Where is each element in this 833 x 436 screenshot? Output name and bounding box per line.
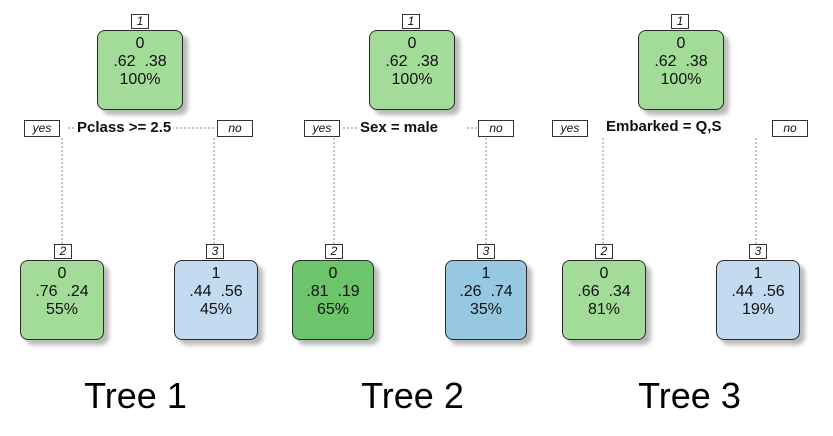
left-leaf-node: 0 .66 .34 81% <box>562 260 646 340</box>
left-leaf-class: 0 <box>57 265 67 282</box>
root-node-class: 0 <box>135 35 145 52</box>
root-node-probs: .62 .38 <box>654 53 708 70</box>
right-leaf-node: 1 .44 .56 45% <box>174 260 258 340</box>
right-leaf-class: 1 <box>211 265 221 282</box>
left-leaf-pct: 81% <box>587 301 621 318</box>
right-leaf-probs: .26 .74 <box>459 283 513 300</box>
root-node-pct: 100% <box>119 71 161 88</box>
yes-label: yes <box>304 120 340 137</box>
yes-label: yes <box>24 120 60 137</box>
left-leaf-node: 0 .81 .19 65% <box>292 260 374 340</box>
no-label: no <box>772 120 808 137</box>
root-node-class: 0 <box>676 35 686 52</box>
tree-caption: Tree 3 <box>638 375 741 416</box>
root-node: 0 .62 .38 100% <box>97 30 183 110</box>
root-node-probs: .62 .38 <box>113 53 167 70</box>
right-leaf-pct: 19% <box>741 301 775 318</box>
right-leaf-class: 1 <box>753 265 763 282</box>
right-leaf-pct: 35% <box>469 301 503 318</box>
tree-caption: Tree 1 <box>84 375 187 416</box>
root-node-class: 0 <box>407 35 417 52</box>
root-node-pct: 100% <box>391 71 433 88</box>
tree-3-links <box>602 138 757 244</box>
left-leaf-class: 0 <box>328 265 338 282</box>
split-label: Embarked = Q,S <box>604 118 724 136</box>
root-node: 0 .62 .38 100% <box>369 30 455 110</box>
tree-1: 1 0 .62 .38 100% yes Pclass >= 2.5 no 2 … <box>0 0 277 436</box>
left-node-id: 2 <box>54 244 72 259</box>
left-node-id: 2 <box>325 244 343 259</box>
left-leaf-pct: 65% <box>316 301 350 318</box>
split-label: Pclass >= 2.5 <box>75 119 174 137</box>
root-node-id: 1 <box>402 14 420 29</box>
left-leaf-pct: 55% <box>45 301 79 318</box>
no-label: no <box>478 120 514 137</box>
tree-caption: Tree 2 <box>361 375 464 416</box>
right-leaf-probs: .44 .56 <box>731 283 785 300</box>
right-node-id: 3 <box>477 244 495 259</box>
yes-label: yes <box>552 120 588 137</box>
left-leaf-probs: .76 .24 <box>35 283 89 300</box>
right-leaf-node: 1 .26 .74 35% <box>445 260 527 340</box>
left-leaf-probs: .66 .34 <box>577 283 631 300</box>
right-leaf-class: 1 <box>481 265 491 282</box>
left-leaf-node: 0 .76 .24 55% <box>20 260 104 340</box>
right-leaf-node: 1 .44 .56 19% <box>716 260 800 340</box>
tree-3: 1 0 .62 .38 100% yes Embarked = Q,S no 2… <box>552 0 831 436</box>
root-node-probs: .62 .38 <box>385 53 439 70</box>
no-label: no <box>217 120 253 137</box>
right-node-id: 3 <box>206 244 224 259</box>
left-leaf-class: 0 <box>599 265 609 282</box>
tree-2: 1 0 .62 .38 100% yes Sex = male no 2 0 .… <box>277 0 554 436</box>
right-leaf-pct: 45% <box>199 301 233 318</box>
split-label: Sex = male <box>358 119 440 137</box>
root-node-id: 1 <box>671 14 689 29</box>
left-leaf-probs: .81 .19 <box>306 283 360 300</box>
right-leaf-probs: .44 .56 <box>189 283 243 300</box>
root-node: 0 .62 .38 100% <box>638 30 724 110</box>
root-node-pct: 100% <box>660 71 702 88</box>
left-node-id: 2 <box>595 244 613 259</box>
root-node-id: 1 <box>131 14 149 29</box>
right-node-id: 3 <box>749 244 767 259</box>
